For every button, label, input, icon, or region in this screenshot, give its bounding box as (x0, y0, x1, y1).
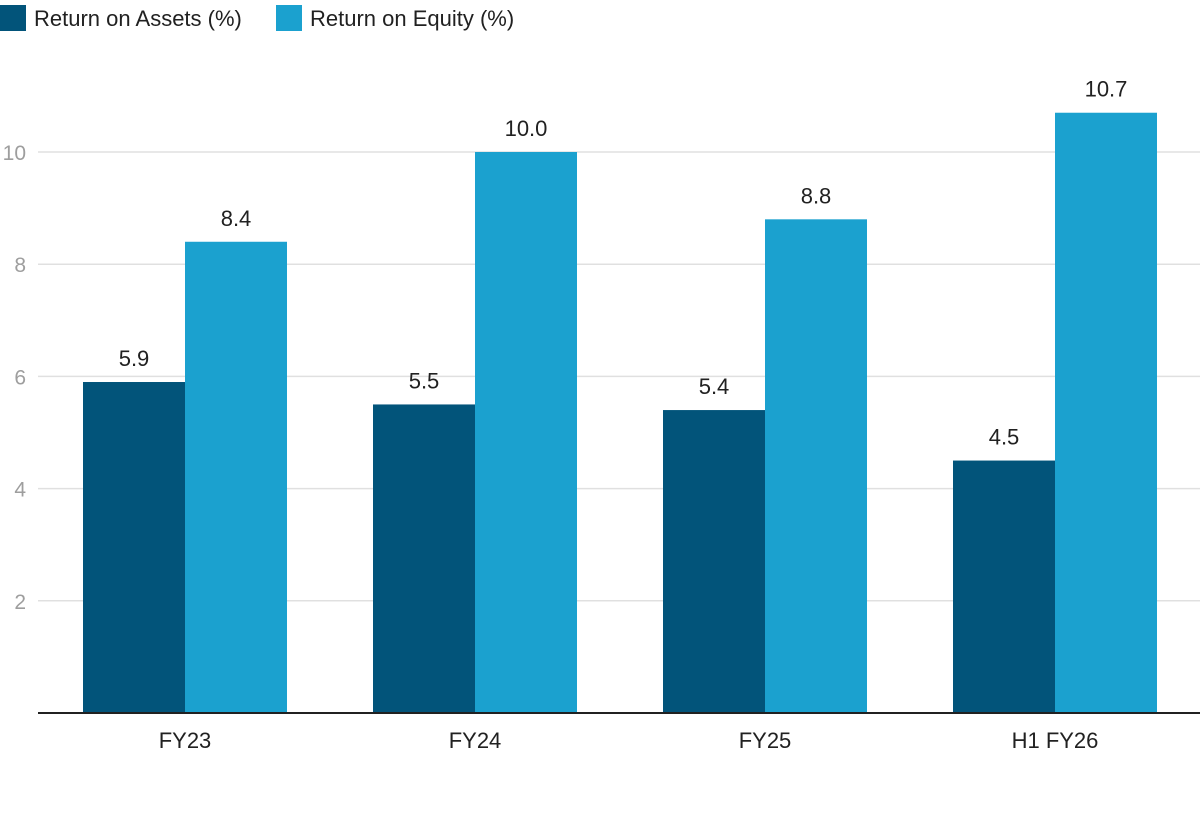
y-tick-label-10: 10 (3, 142, 26, 165)
data-label-roa-fy25: 5.4 (699, 374, 730, 399)
y-axis-tick-labels: 2 4 6 8 10 (3, 142, 27, 614)
legend-label-roe: Return on Equity (%) (310, 6, 514, 31)
y-tick-label-4: 4 (14, 479, 26, 502)
bar-roa-fy24 (373, 404, 475, 713)
bar-roe-fy25 (765, 219, 867, 713)
y-tick-label-2: 2 (14, 591, 26, 614)
legend: Return on Assets (%) Return on Equity (%) (0, 5, 514, 31)
bar-roe-fy23 (185, 241, 287, 713)
x-tick-label-h1-fy26: H1 FY26 (1012, 728, 1099, 753)
data-label-roa-fy24: 5.5 (409, 368, 440, 393)
bar-roa-fy25 (663, 410, 765, 713)
bar-roe-h1-fy26 (1055, 112, 1157, 714)
x-tick-label-fy25: FY25 (739, 728, 792, 753)
legend-label-roa: Return on Assets (%) (34, 6, 242, 31)
y-tick-label-6: 6 (14, 366, 26, 389)
bar-roe-fy24 (475, 152, 577, 713)
bar-roa-fy23 (83, 382, 185, 713)
data-label-roe-fy24: 10.0 (505, 116, 548, 141)
bars (83, 112, 1157, 714)
y-tick-label-8: 8 (14, 254, 26, 277)
data-label-roe-fy25: 8.8 (801, 183, 832, 208)
legend-swatch-roe (276, 5, 302, 31)
x-tick-label-fy24: FY24 (449, 728, 502, 753)
x-axis-category-labels: FY23 FY24 FY25 H1 FY26 (159, 728, 1099, 753)
data-label-roe-fy23: 8.4 (221, 206, 252, 231)
data-label-roe-h1-fy26: 10.7 (1085, 77, 1128, 102)
data-label-roa-fy23: 5.9 (119, 346, 150, 371)
bar-roa-h1-fy26 (953, 460, 1055, 713)
data-labels: 5.9 8.4 5.5 10.0 5.4 8.8 4.5 10.7 (119, 77, 1128, 450)
data-label-roa-h1-fy26: 4.5 (989, 425, 1020, 450)
legend-swatch-roa (0, 5, 26, 31)
x-tick-label-fy23: FY23 (159, 728, 212, 753)
